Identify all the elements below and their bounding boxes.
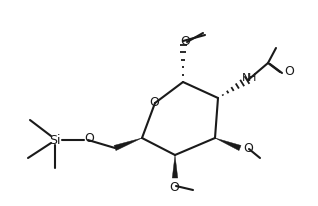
Text: O: O xyxy=(284,64,294,77)
Text: O: O xyxy=(243,142,253,154)
Text: H: H xyxy=(248,73,256,83)
Polygon shape xyxy=(172,155,178,178)
Text: Si: Si xyxy=(49,133,61,146)
Text: O: O xyxy=(169,181,179,194)
Polygon shape xyxy=(114,138,142,151)
Text: N: N xyxy=(242,73,250,83)
Text: O: O xyxy=(180,34,190,48)
Text: O: O xyxy=(149,96,159,109)
Text: O: O xyxy=(84,131,94,144)
Polygon shape xyxy=(215,138,241,151)
